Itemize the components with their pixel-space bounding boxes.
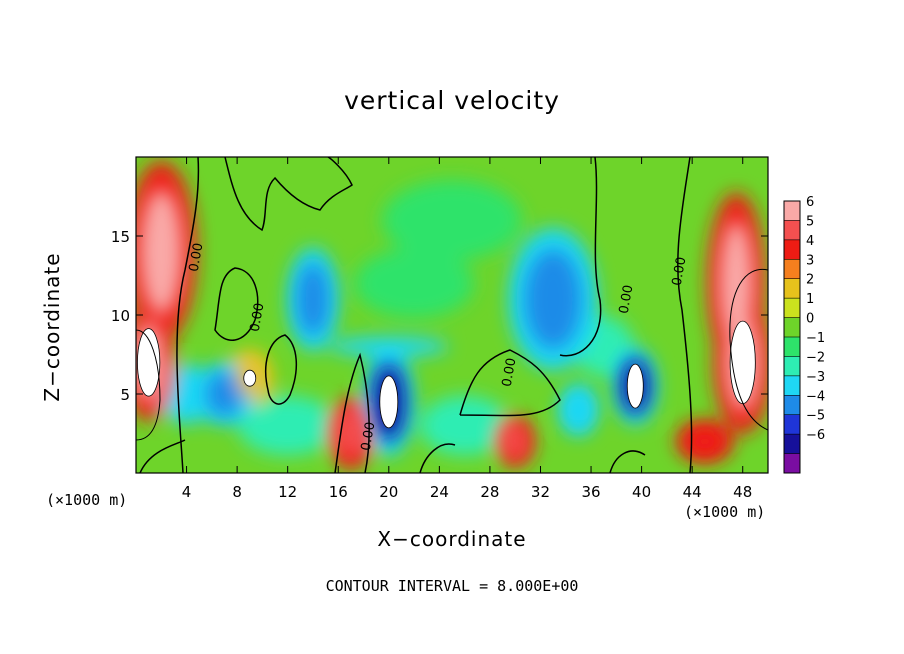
saturated-core-1 (137, 328, 161, 397)
velocity-field (136, 157, 768, 473)
feature-core-3 (503, 423, 528, 460)
colorbar-swatch-13 (784, 453, 800, 474)
colorbar-label-6: 0 (806, 312, 814, 327)
contour-line-5 (677, 157, 693, 473)
contour-labels: 0.00 0.00 0.00 0.00 0.00 0.00 (187, 242, 690, 452)
contour-interval-note: CONTOUR INTERVAL = 8.000E+00 (325, 577, 579, 595)
y-tick-label-1: 10 (111, 307, 130, 325)
colorbar-label-10: −4 (806, 389, 825, 404)
colorbar-label-2: 4 (806, 234, 814, 249)
white-core-1 (379, 375, 399, 429)
contour-line-7 (334, 352, 370, 473)
colorbar-swatch-11 (784, 414, 800, 435)
feature-core-12 (206, 372, 243, 416)
contour-label-5: 0.00 (670, 256, 690, 287)
contour-line-1 (224, 157, 353, 232)
x-tick-label-4: 20 (379, 483, 398, 501)
contour-line-3 (265, 334, 298, 405)
contour-line-9 (459, 349, 561, 417)
colorbar-swatch-9 (784, 375, 800, 396)
colorbar: 6 5 4 3 2 1 0 −1 −2 −3 −4 −5 −6 (783, 195, 825, 474)
colorbar-swatch-1 (784, 220, 800, 241)
colorbar-label-5: 1 (806, 292, 814, 307)
x-tick-label-6: 28 (480, 483, 499, 501)
x-axis-label: X−coordinate (377, 527, 527, 551)
x-tick-label-10: 44 (683, 483, 702, 501)
colorbar-swatch-2 (784, 239, 800, 260)
feature-core-2 (336, 408, 365, 459)
contour-line-left-white (136, 329, 161, 441)
colorbar-swatch-7 (784, 337, 800, 357)
x-tick-label-1: 8 (232, 483, 242, 501)
feature-core-7 (525, 249, 582, 349)
y-tick-label-2: 15 (111, 228, 130, 246)
colorbar-swatch-8 (784, 356, 800, 377)
x-tick-label-0: 4 (182, 483, 192, 501)
x-tick-label-11: 48 (733, 483, 752, 501)
colorbar-label-11: −5 (806, 409, 825, 424)
colorbar-label-7: −1 (806, 331, 825, 346)
saturated-core-10 (729, 320, 756, 405)
contour-label-3: 0.00 (500, 357, 520, 388)
colorbar-swatch-10 (784, 395, 800, 416)
x-tick-label-8: 36 (581, 483, 600, 501)
contour-label-0: 0.00 (187, 242, 207, 273)
contour-line-0 (176, 157, 200, 473)
colorbar-label-1: 5 (806, 214, 814, 229)
contour-line-10 (609, 450, 646, 473)
x-tick-label-5: 24 (430, 483, 449, 501)
x-unit-label-right: (×1000 m) (684, 503, 766, 521)
x-tick-label-7: 32 (531, 483, 550, 501)
x-axis-ticks: 4 8 12 16 20 24 28 32 36 40 44 48 (182, 157, 752, 501)
colorbar-swatch-0 (784, 201, 800, 221)
contour-line-8 (419, 443, 456, 473)
chart-title: vertical velocity (344, 86, 560, 115)
contour-line-right-white (729, 268, 768, 431)
y-tick-label-0: 5 (120, 386, 130, 404)
feature-core-11 (686, 427, 723, 456)
feature-core-13 (566, 391, 591, 428)
colorbar-label-4: 2 (806, 273, 814, 288)
colorbar-label-9: −3 (806, 370, 825, 385)
colorbar-label-8: −2 (806, 350, 825, 365)
x-tick-label-3: 16 (329, 483, 348, 501)
colorbar-label-3: 3 (806, 253, 814, 268)
colorbar-swatch-5 (784, 298, 800, 319)
contour-label-4: 0.00 (617, 284, 637, 315)
contour-line-2 (214, 267, 259, 341)
contour-line-6 (139, 439, 186, 473)
colorbar-swatch-4 (784, 278, 800, 299)
feature-core-8 (296, 263, 329, 336)
x-tick-label-9: 40 (632, 483, 651, 501)
contour-line-4 (559, 157, 602, 357)
colorbar-label-0: 6 (806, 195, 814, 210)
white-core-2 (626, 363, 644, 409)
colorbar-swatch-3 (784, 259, 800, 280)
x-tick-label-2: 12 (278, 483, 297, 501)
colorbar-swatch-12 (784, 434, 800, 455)
y-axis-ticks: 5 10 15 (111, 228, 768, 404)
x-unit-label-left: (×1000 m) (46, 491, 128, 509)
contour-label-1: 0.00 (248, 302, 268, 333)
colorbar-swatch-6 (784, 317, 800, 338)
feature-core-0 (139, 188, 184, 315)
contour-label-2: 0.00 (359, 421, 379, 452)
colorbar-label-12: −6 (806, 428, 825, 443)
zero-contours (136, 157, 768, 473)
white-core-0 (243, 369, 257, 387)
